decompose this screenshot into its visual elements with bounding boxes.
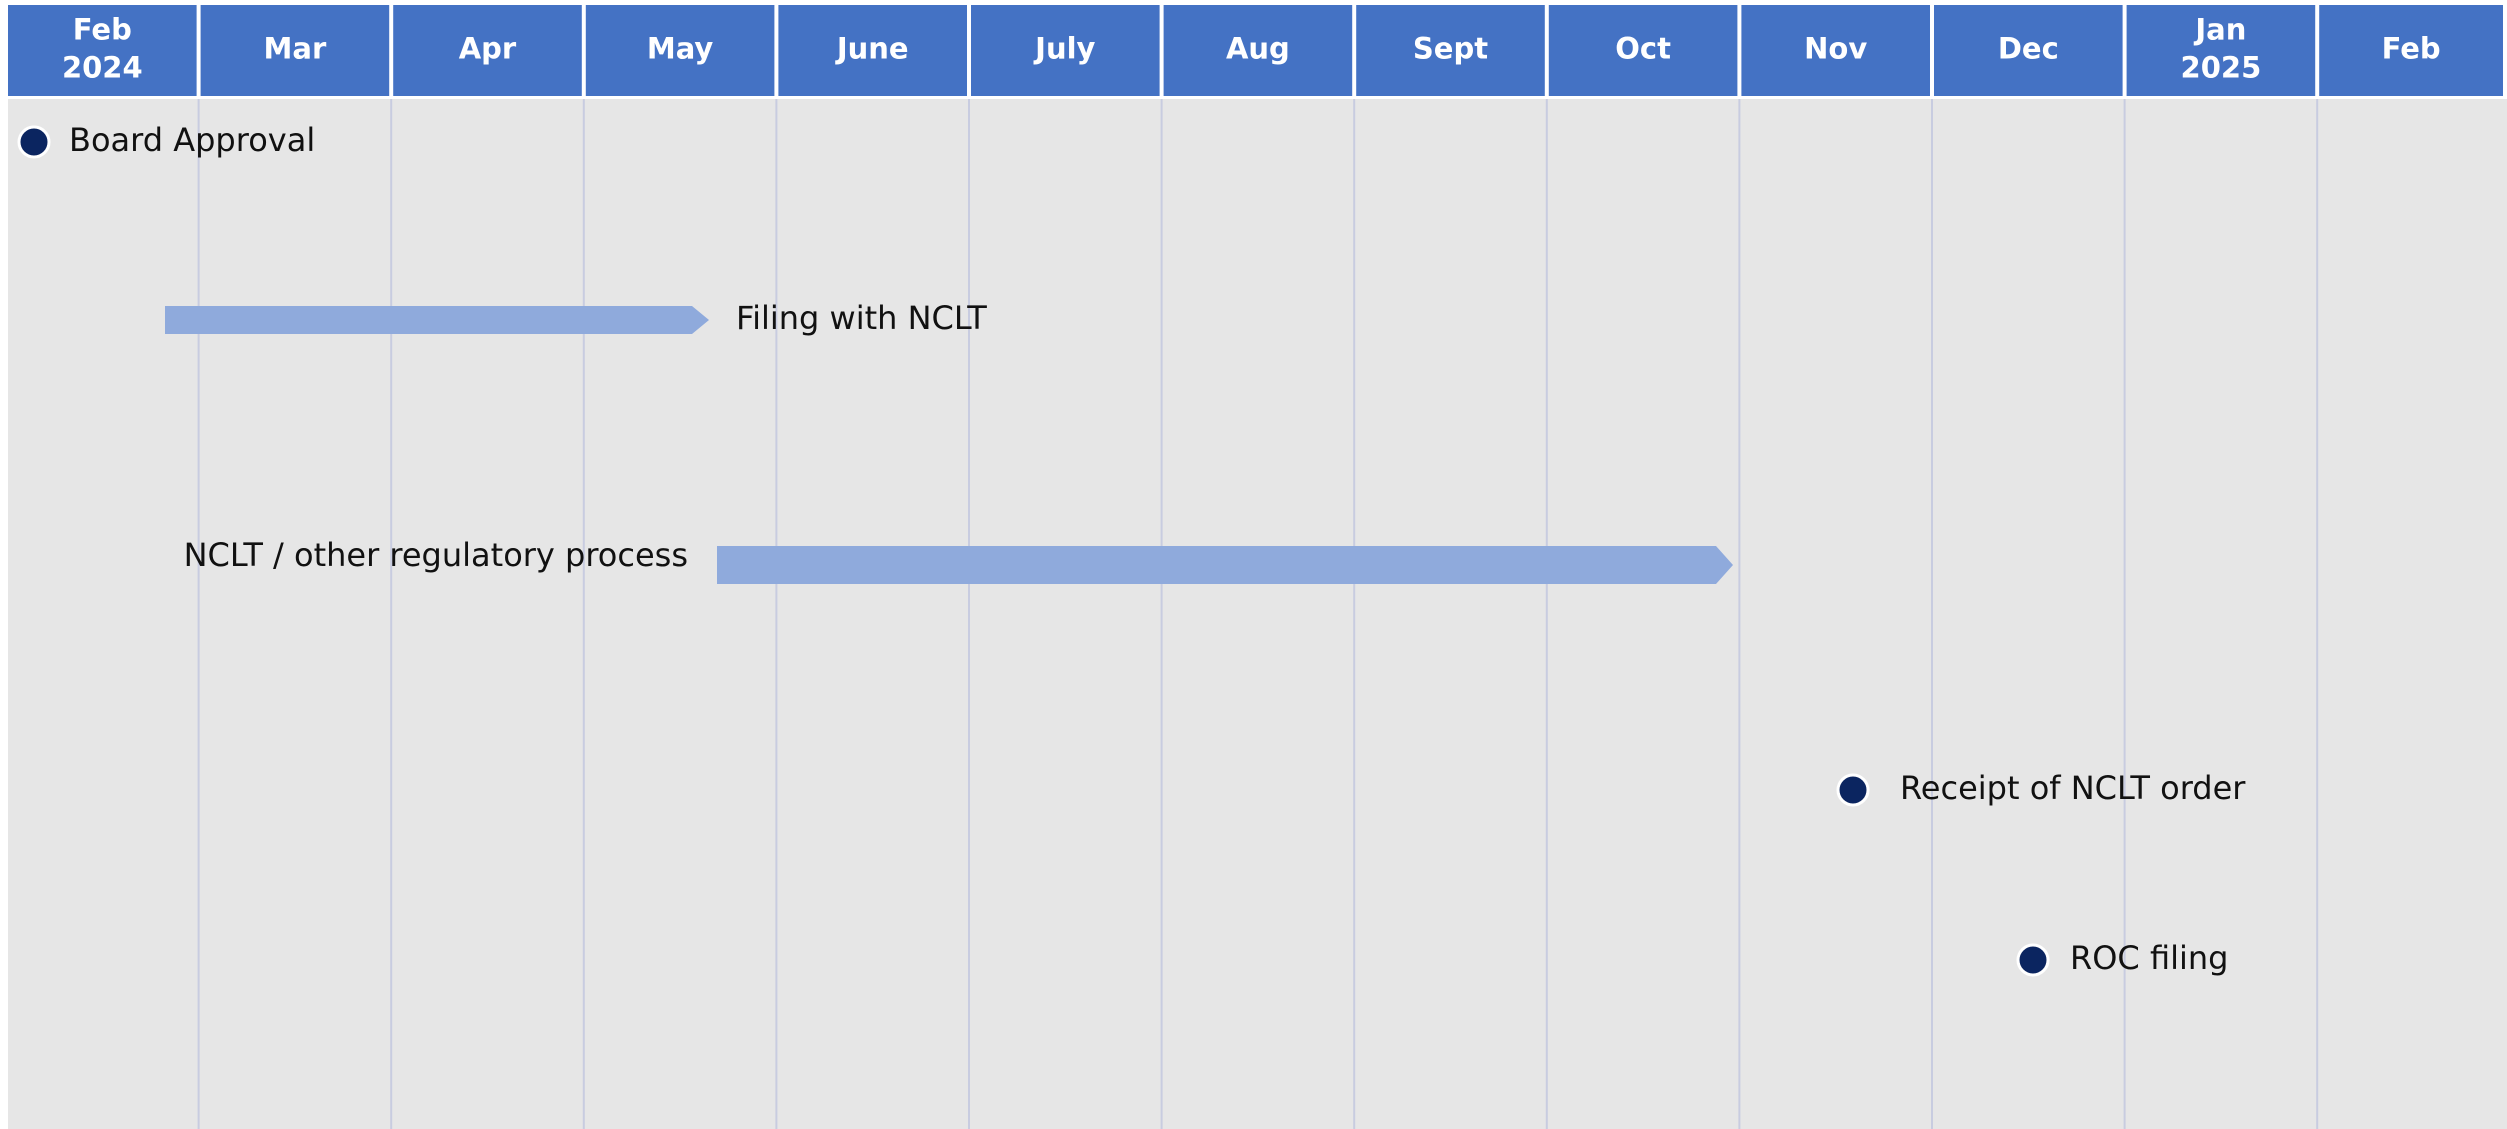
timeline-body [8, 99, 2507, 1129]
month-label: 2025 [2181, 51, 2262, 85]
month-header [585, 5, 775, 96]
month-label: Aug [1226, 32, 1290, 66]
month-header [1356, 5, 1545, 96]
month-label: 2024 [62, 51, 143, 85]
month-header [1934, 5, 2123, 96]
task-bar [165, 306, 709, 334]
month-label: Feb [2382, 32, 2441, 66]
task-bar [717, 546, 1733, 584]
month-label: Sept [1413, 32, 1488, 66]
item-label: NCLT / other regulatory process [184, 536, 688, 574]
month-header [1741, 5, 1930, 96]
month-label: Oct [1615, 32, 1671, 66]
month-header [2319, 5, 2503, 96]
month-header [8, 5, 197, 96]
milestone [17, 125, 51, 159]
milestone [2016, 943, 2050, 977]
month-label: Nov [1804, 32, 1867, 66]
month-header [971, 5, 1160, 96]
month-header [778, 5, 967, 96]
item-label: Filing with NCLT [736, 299, 987, 337]
month-label: Dec [1998, 32, 2059, 66]
item-label: Receipt of NCLT order [1900, 769, 2246, 807]
month-label: Mar [264, 32, 327, 66]
month-header [200, 5, 390, 96]
month-header [1163, 5, 1353, 96]
month-label: June [835, 32, 909, 66]
item-label: ROC filing [2070, 939, 2228, 977]
item-label: Board Approval [69, 121, 315, 159]
month-label: Jan [2193, 13, 2246, 47]
month-header [1548, 5, 1738, 96]
month-label: July [1033, 32, 1095, 66]
month-label: Feb [73, 13, 132, 47]
month-label: Apr [459, 32, 517, 66]
month-header [393, 5, 582, 96]
month-label: May [647, 32, 714, 66]
month-header [2126, 5, 2316, 96]
milestone [1836, 773, 1870, 807]
